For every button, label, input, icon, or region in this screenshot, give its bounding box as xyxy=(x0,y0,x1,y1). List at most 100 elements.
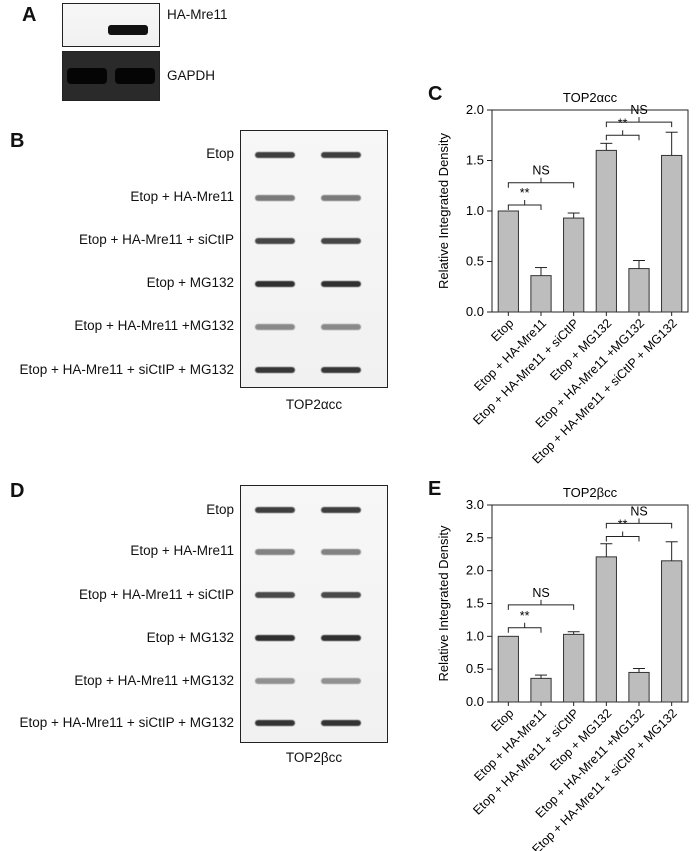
blot-b-row-label-4: Etop + MG132 xyxy=(146,275,234,290)
slot-band xyxy=(321,678,361,684)
blot-d-row-label-1: Etop xyxy=(206,502,234,517)
top2b-ytick-label: 2.0 xyxy=(466,563,484,578)
slot-band xyxy=(321,281,361,287)
panel-letter-d: D xyxy=(10,480,25,502)
blot-b-row-label-1: Etop xyxy=(206,146,234,161)
top2a-ytick-label: 1.5 xyxy=(466,153,484,168)
top2b-sig-label: ** xyxy=(618,518,628,532)
slot-band xyxy=(321,152,361,158)
top2a-bar xyxy=(563,217,585,313)
top2a-sig-label: ** xyxy=(520,186,530,200)
top2b-sig-label: NS xyxy=(630,504,647,518)
top2a-ytick-label: 0.0 xyxy=(466,304,484,319)
top2b-ylabel: Relative Integrated Density xyxy=(436,525,451,682)
top2b-ytick-label: 3.0 xyxy=(466,497,484,512)
top2b-bar xyxy=(563,633,585,703)
blot-b-row-label-6: Etop + HA-Mre11 + siCtIP + MG132 xyxy=(19,362,234,377)
top2b-bar xyxy=(530,677,552,703)
top2a-sig-label: NS xyxy=(532,164,549,178)
gapdh-blot xyxy=(62,51,160,101)
slot-band xyxy=(321,195,361,201)
top2a-sig-bracket xyxy=(605,130,640,141)
panel-letter-c: C xyxy=(428,83,443,105)
panel-letter-a: A xyxy=(22,4,37,26)
top2a-title: TOP2αcc xyxy=(563,90,618,105)
blot-b-row-label-3: Etop + HA-Mre11 + siCtIP xyxy=(78,232,234,247)
top2b-sig-bracket xyxy=(507,622,542,633)
top2a-slot-blot xyxy=(240,130,388,388)
slot-band xyxy=(321,549,361,555)
top2a-ytick-label: 2.0 xyxy=(466,102,484,117)
blot-d-row-label-2: Etop + HA-Mre11 xyxy=(130,543,234,558)
blot-b-caption: TOP2αcc xyxy=(285,397,343,412)
top2a-ylabel: Relative Integrated Density xyxy=(436,132,451,289)
slot-band xyxy=(321,592,361,598)
top2b-xtick-label: Etop xyxy=(488,706,516,734)
slot-band xyxy=(255,152,295,158)
slot-band xyxy=(255,281,295,287)
ha-mre11-label: HA-Mre11 xyxy=(167,7,228,22)
top2a-sig-label: NS xyxy=(630,103,647,117)
gapdh-band-2 xyxy=(115,68,155,84)
slot-band xyxy=(255,238,295,244)
top2a-bar xyxy=(628,268,650,313)
top2b-ytick-label: 2.5 xyxy=(466,530,484,545)
blot-d-row-label-5: Etop + HA-Mre11 +MG132 xyxy=(74,673,234,688)
top2a-bar xyxy=(530,275,552,313)
top2b-slot-blot xyxy=(240,485,388,743)
top2b-bar xyxy=(661,560,683,703)
panel-letter-e: E xyxy=(428,478,442,500)
top2b-sig-label: ** xyxy=(520,609,530,623)
top2b-bar xyxy=(595,556,617,703)
slot-band xyxy=(255,678,295,684)
slot-band xyxy=(255,507,295,513)
top2b-ytick-label: 1.5 xyxy=(466,596,484,611)
top2a-plot-frame xyxy=(491,109,689,313)
blot-d-row-label-4: Etop + MG132 xyxy=(146,630,234,645)
top2a-ytick-label: 1.0 xyxy=(466,203,484,218)
top2a-bar xyxy=(497,210,519,313)
top2b-sig-label: NS xyxy=(532,586,549,600)
top2a-sig-bracket xyxy=(507,177,575,188)
slot-band xyxy=(255,592,295,598)
top2a-ytick-label: 0.5 xyxy=(466,254,484,269)
slot-band xyxy=(255,195,295,201)
top2b-title: TOP2βcc xyxy=(563,485,618,500)
slot-band xyxy=(255,635,295,641)
slot-band xyxy=(321,635,361,641)
top2b-plot-frame xyxy=(491,504,689,703)
top2b-ytick-label: 0.0 xyxy=(466,694,484,709)
blot-b-row-label-2: Etop + HA-Mre11 xyxy=(130,189,234,204)
top2b-sig-bracket xyxy=(605,531,640,542)
gapdh-band-1 xyxy=(67,68,107,84)
slot-band xyxy=(255,367,295,373)
top2b-bar xyxy=(628,671,650,703)
slot-band xyxy=(321,367,361,373)
ha-mre11-blot xyxy=(62,3,160,47)
slot-band xyxy=(255,720,295,726)
slot-band xyxy=(255,549,295,555)
top2b-ytick-label: 0.5 xyxy=(466,661,484,676)
gapdh-label: GAPDH xyxy=(167,68,216,83)
slot-band xyxy=(321,238,361,244)
top2a-sig-label: ** xyxy=(618,116,628,130)
slot-band xyxy=(321,507,361,513)
top2a-bar xyxy=(595,149,617,313)
blot-d-row-label-6: Etop + HA-Mre11 + siCtIP + MG132 xyxy=(19,715,234,730)
top2a-sig-bracket xyxy=(507,199,542,210)
top2a-bar xyxy=(661,154,683,313)
slot-band xyxy=(321,720,361,726)
top2b-sig-bracket xyxy=(507,599,575,610)
blot-d-caption: TOP2βcc xyxy=(285,750,343,765)
top2a-sig-bracket xyxy=(605,117,673,128)
panel-letter-b: B xyxy=(10,130,25,152)
top2b-bar xyxy=(497,635,519,703)
top2b-sig-bracket xyxy=(605,518,673,529)
slot-band xyxy=(255,324,295,330)
blot-d-row-label-3: Etop + HA-Mre11 + siCtIP xyxy=(78,587,234,602)
top2b-ytick-label: 1.0 xyxy=(466,628,484,643)
blot-b-row-label-5: Etop + HA-Mre11 +MG132 xyxy=(74,318,234,333)
ha-mre11-band xyxy=(108,25,148,35)
top2a-xtick-label: Etop xyxy=(488,316,516,344)
